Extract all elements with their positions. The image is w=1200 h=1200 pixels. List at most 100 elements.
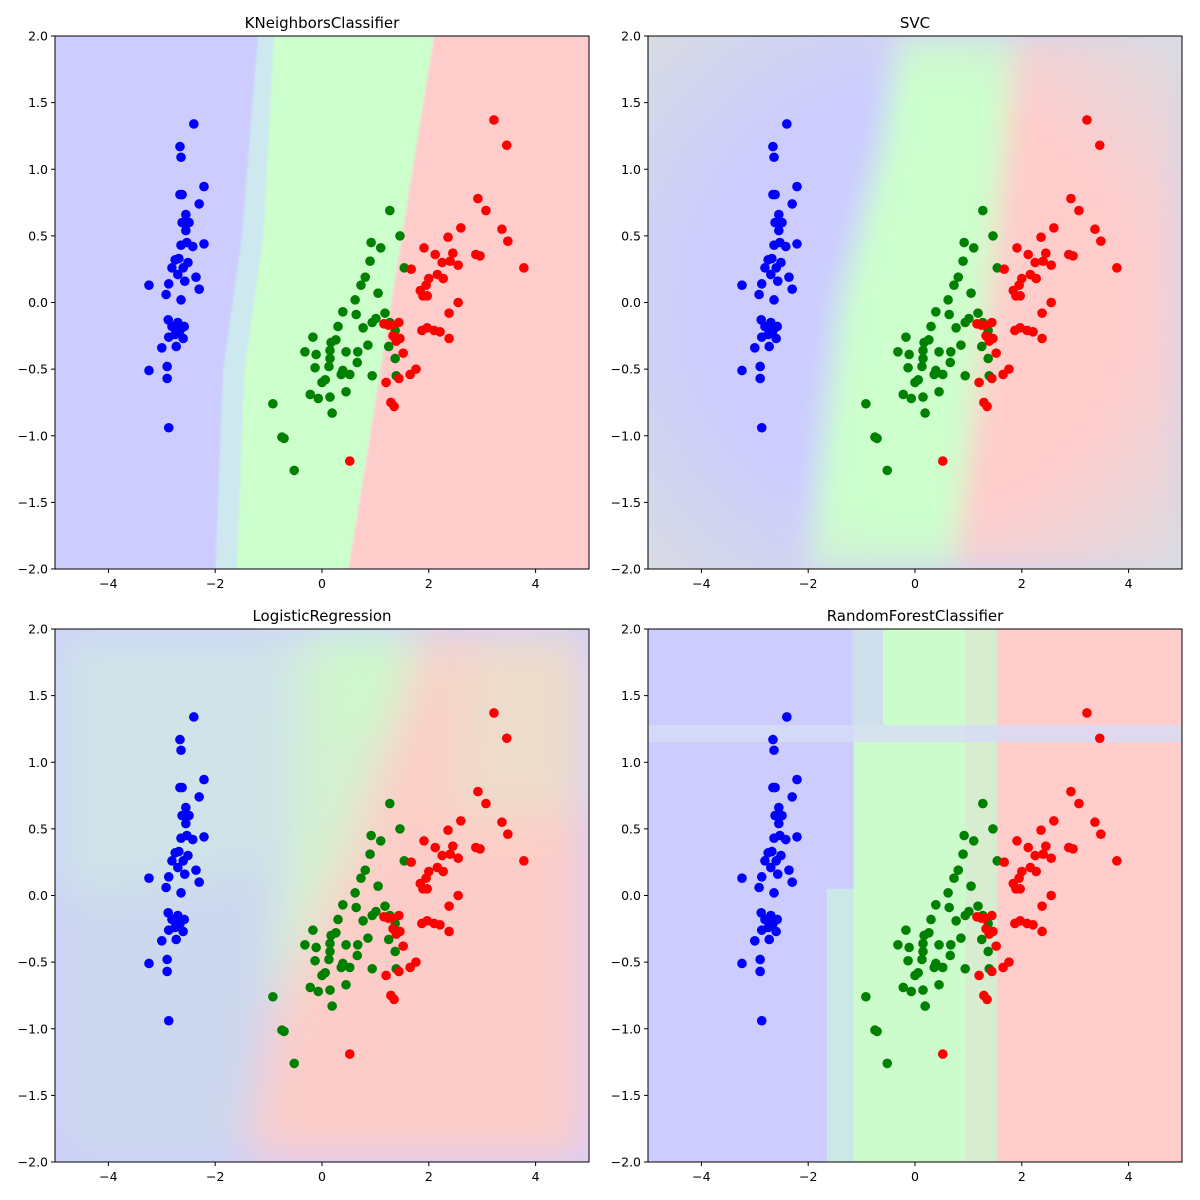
point-blue: [771, 856, 781, 866]
point-blue: [194, 199, 204, 209]
point-red: [1028, 327, 1038, 337]
point-green: [327, 408, 337, 418]
y-tick-label: 1.0: [28, 755, 48, 770]
point-red: [430, 842, 441, 853]
point-green: [390, 946, 400, 957]
point-green: [351, 902, 361, 913]
point-green: [872, 1026, 882, 1037]
point-green: [945, 940, 956, 950]
point-blue: [755, 361, 765, 372]
point-red: [937, 456, 948, 466]
point-blue: [194, 877, 204, 887]
point-green: [918, 345, 928, 356]
y-tick-label: 2.0: [621, 29, 641, 44]
point-blue: [792, 832, 802, 842]
point-blue: [756, 279, 767, 289]
point-green: [988, 231, 998, 241]
point-green: [289, 1058, 300, 1069]
point-green: [380, 901, 390, 911]
point-green: [366, 237, 376, 248]
point-blue: [780, 834, 791, 845]
point-green: [356, 280, 366, 290]
point-red: [388, 924, 398, 934]
point-red: [1015, 291, 1025, 301]
point-blue: [737, 958, 747, 969]
point-red: [417, 325, 427, 336]
point-red: [1112, 263, 1122, 273]
point-red: [1031, 866, 1042, 877]
y-tick-label: 0.5: [621, 821, 641, 836]
region-red: [997, 629, 1182, 1162]
point-green: [937, 962, 948, 973]
point-green: [308, 925, 318, 935]
x-tick-label: −4: [692, 1169, 710, 1184]
region-blue: [826, 629, 854, 889]
point-blue: [787, 877, 797, 887]
point-red: [1036, 825, 1046, 836]
point-red: [398, 348, 408, 358]
point-blue: [157, 343, 167, 353]
point-blue: [177, 189, 187, 200]
point-blue: [175, 141, 185, 152]
point-red: [406, 857, 416, 867]
point-green: [966, 881, 976, 891]
point-red: [388, 331, 398, 341]
point-blue: [772, 869, 783, 879]
point-blue: [792, 181, 802, 192]
point-red: [387, 913, 397, 923]
point-blue: [176, 833, 186, 844]
point-blue: [772, 276, 783, 286]
point-green: [917, 361, 927, 372]
point-green: [968, 836, 979, 846]
point-green: [324, 361, 334, 372]
x-tick-label: 2: [1018, 1169, 1026, 1184]
point-green: [926, 321, 936, 332]
point-green: [320, 967, 331, 978]
point-blue: [771, 263, 781, 273]
point-blue: [787, 284, 797, 294]
point-green: [352, 940, 363, 950]
point-blue: [184, 810, 194, 821]
point-green: [320, 374, 331, 385]
point-green: [949, 280, 959, 290]
region-blue: [648, 629, 827, 1162]
point-red: [1023, 249, 1034, 260]
point-green: [959, 237, 969, 248]
point-red: [422, 291, 432, 301]
point-red: [1010, 918, 1020, 929]
point-red: [437, 850, 447, 861]
region-green: [853, 629, 966, 1162]
point-blue: [784, 272, 794, 282]
point-blue: [782, 119, 792, 129]
point-green: [363, 933, 373, 943]
point-green: [898, 389, 909, 400]
point-green: [964, 313, 974, 324]
point-blue: [194, 792, 204, 802]
point-red: [1028, 920, 1038, 930]
point-red: [443, 232, 453, 243]
point-blue: [184, 217, 194, 228]
point-green: [333, 914, 343, 925]
point-red: [1038, 849, 1048, 859]
x-tick-label: 0: [911, 1169, 919, 1184]
point-green: [934, 347, 944, 357]
point-blue: [760, 263, 770, 273]
point-red: [1082, 708, 1092, 718]
point-blue: [763, 255, 773, 265]
point-green: [988, 824, 998, 834]
point-red: [406, 264, 416, 274]
point-green: [366, 830, 376, 841]
point-blue: [173, 269, 183, 280]
point-blue: [167, 321, 177, 332]
point-blue: [170, 848, 180, 858]
point-blue: [756, 925, 767, 935]
y-tick-label: 2.0: [28, 29, 48, 44]
point-green: [380, 308, 390, 318]
point-red: [1030, 850, 1040, 861]
point-green: [945, 357, 956, 368]
y-tick-label: 1.0: [621, 755, 641, 770]
point-red: [1090, 817, 1100, 828]
subplot-3: RandomForestClassifier −4 −2 0 2 4 −2.0 −1.5 −1.…: [611, 607, 1183, 1184]
point-green: [325, 938, 335, 949]
x-tick-label: 4: [1125, 576, 1133, 591]
